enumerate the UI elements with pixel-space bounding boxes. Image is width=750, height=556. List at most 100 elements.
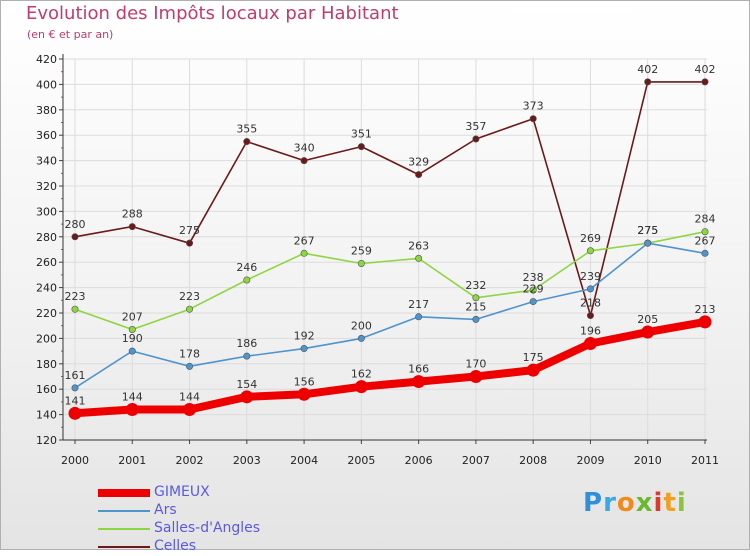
data-point-ars bbox=[186, 362, 194, 370]
data-label-celles: 218 bbox=[580, 297, 601, 310]
series-line-celles bbox=[74, 81, 706, 317]
x-tick-label: 2002 bbox=[176, 454, 204, 467]
data-point-gimeux bbox=[183, 403, 197, 417]
data-point-ars bbox=[128, 347, 136, 355]
data-label-celles: 351 bbox=[351, 128, 372, 141]
data-label-salles-d-angles: 269 bbox=[580, 232, 601, 245]
y-tick-label: 200 bbox=[36, 332, 57, 345]
y-tick-label: 240 bbox=[36, 282, 57, 295]
data-point-celles bbox=[300, 157, 308, 165]
data-label-celles: 355 bbox=[236, 123, 257, 136]
data-label-ars: 192 bbox=[294, 330, 315, 343]
data-point-salles-d-angles bbox=[472, 294, 480, 302]
data-label-ars: 190 bbox=[122, 332, 143, 345]
legend-swatch-salles-d-angles bbox=[98, 528, 150, 530]
data-point-salles-d-angles bbox=[357, 259, 365, 267]
data-point-gimeux bbox=[68, 406, 82, 420]
y-tick-label: 420 bbox=[36, 53, 57, 66]
data-label-celles: 340 bbox=[294, 142, 315, 155]
data-point-celles bbox=[71, 233, 79, 241]
data-label-salles-d-angles: 223 bbox=[65, 290, 86, 303]
y-tick-label: 320 bbox=[36, 180, 57, 193]
y-tick-label: 280 bbox=[36, 231, 57, 244]
data-point-ars bbox=[357, 334, 365, 342]
data-label-ars: 178 bbox=[179, 347, 200, 360]
data-label-salles-d-angles: 259 bbox=[351, 244, 372, 257]
data-point-salles-d-angles bbox=[701, 228, 709, 236]
logo-letter: P bbox=[583, 488, 604, 518]
data-point-ars bbox=[472, 315, 480, 323]
x-tick-label: 2010 bbox=[634, 454, 662, 467]
data-point-gimeux bbox=[354, 380, 368, 394]
series-line-salles-d-angles bbox=[74, 230, 706, 331]
data-label-gimeux: 144 bbox=[179, 391, 200, 404]
data-label-salles-d-angles: 207 bbox=[122, 311, 143, 324]
data-label-gimeux: 154 bbox=[236, 378, 257, 391]
data-label-salles-d-angles: 275 bbox=[637, 224, 658, 237]
data-point-celles bbox=[415, 171, 423, 179]
data-point-ars bbox=[300, 345, 308, 353]
legend-label-ars: Ars bbox=[154, 502, 177, 518]
data-label-celles: 329 bbox=[408, 156, 429, 169]
data-label-gimeux: 175 bbox=[523, 351, 544, 364]
data-point-salles-d-angles bbox=[300, 249, 308, 257]
data-label-ars: 267 bbox=[695, 234, 716, 247]
data-point-ars bbox=[415, 313, 423, 321]
x-tick-label: 2001 bbox=[118, 454, 146, 467]
data-label-ars: 200 bbox=[351, 319, 372, 332]
y-tick-label: 360 bbox=[36, 129, 57, 142]
data-point-salles-d-angles bbox=[243, 276, 251, 284]
data-point-gimeux bbox=[297, 387, 311, 401]
data-point-gimeux bbox=[698, 315, 712, 329]
logo-letter: i bbox=[653, 488, 664, 518]
x-tick-label: 2003 bbox=[233, 454, 261, 467]
y-tick-label: 340 bbox=[36, 155, 57, 168]
y-tick-label: 300 bbox=[36, 205, 57, 218]
data-point-salles-d-angles bbox=[529, 286, 537, 294]
data-label-gimeux: 156 bbox=[294, 375, 315, 388]
data-label-gimeux: 166 bbox=[408, 363, 429, 376]
data-point-salles-d-angles bbox=[415, 254, 423, 262]
data-label-celles: 373 bbox=[523, 100, 544, 113]
data-point-celles bbox=[586, 312, 594, 320]
data-label-ars: 239 bbox=[580, 270, 601, 283]
data-label-ars: 229 bbox=[523, 283, 544, 296]
y-tick-label: 120 bbox=[36, 434, 57, 447]
data-point-ars bbox=[71, 384, 79, 392]
y-tick-label: 180 bbox=[36, 358, 57, 371]
data-label-celles: 275 bbox=[179, 224, 200, 237]
y-tick-label: 220 bbox=[36, 307, 57, 320]
data-label-salles-d-angles: 263 bbox=[408, 239, 429, 252]
data-point-salles-d-angles bbox=[71, 305, 79, 313]
y-tick-label: 380 bbox=[36, 104, 57, 117]
data-point-ars bbox=[586, 285, 594, 293]
data-point-celles bbox=[472, 135, 480, 143]
data-point-celles bbox=[186, 239, 194, 247]
data-point-celles bbox=[243, 138, 251, 146]
y-tick-label: 400 bbox=[36, 78, 57, 91]
data-point-salles-d-angles bbox=[128, 326, 136, 334]
data-point-gimeux bbox=[526, 363, 540, 377]
legend-swatch-gimeux bbox=[98, 489, 150, 497]
data-label-gimeux: 144 bbox=[122, 391, 143, 404]
data-label-salles-d-angles: 246 bbox=[236, 261, 257, 274]
data-label-gimeux: 213 bbox=[695, 303, 716, 316]
x-tick-label: 2011 bbox=[691, 454, 719, 467]
data-label-gimeux: 162 bbox=[351, 368, 372, 381]
legend-label-gimeux: GIMEUX bbox=[154, 484, 210, 500]
x-tick-label: 2007 bbox=[462, 454, 490, 467]
data-label-celles: 402 bbox=[695, 63, 716, 76]
data-label-gimeux: 141 bbox=[65, 394, 86, 407]
legend-label-salles-d-angles: Salles-d'Angles bbox=[154, 520, 261, 536]
legend-label-celles: Celles bbox=[154, 538, 197, 554]
x-tick-label: 2004 bbox=[290, 454, 318, 467]
data-point-gimeux bbox=[240, 390, 254, 404]
x-tick-label: 2009 bbox=[576, 454, 604, 467]
logo-letter: x bbox=[635, 488, 654, 518]
data-point-ars bbox=[529, 298, 537, 306]
data-point-celles bbox=[529, 115, 537, 123]
data-label-celles: 402 bbox=[637, 63, 658, 76]
data-label-ars: 217 bbox=[408, 298, 429, 311]
logo-letter: i bbox=[676, 488, 687, 518]
